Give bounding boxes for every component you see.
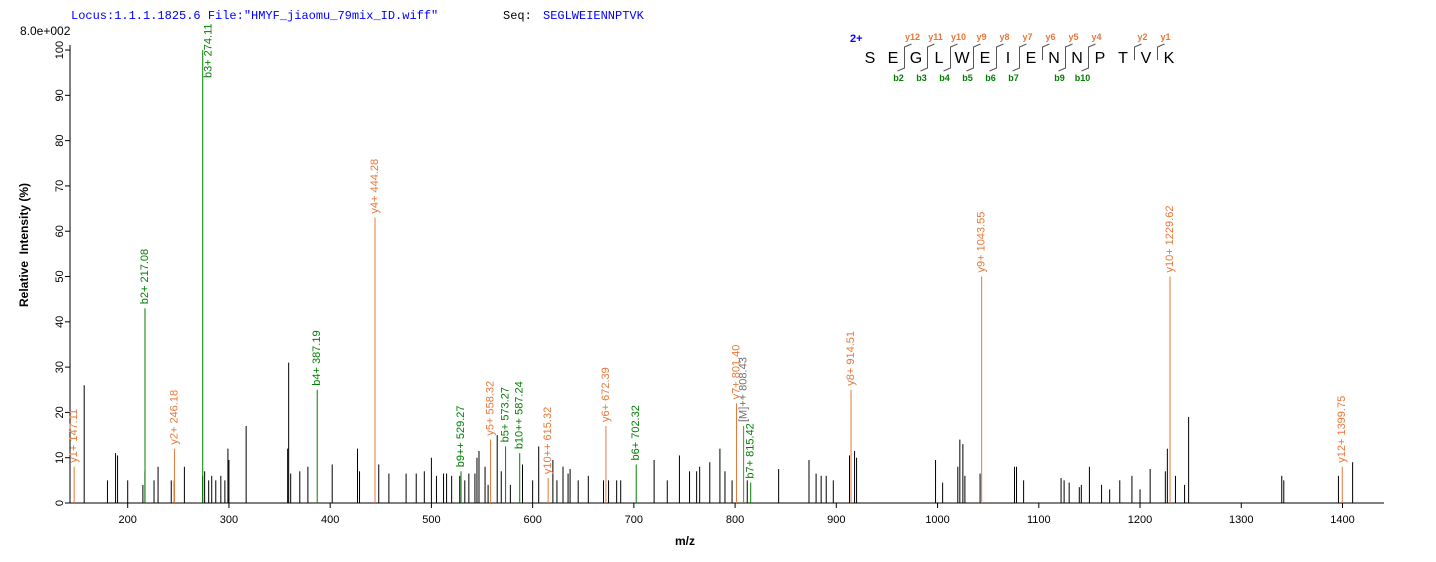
x-tick-label: 800 [726, 514, 744, 526]
residue: N [1071, 50, 1083, 67]
peak-label: b10++ 587.24 [514, 381, 526, 449]
x-tick-label: 1000 [925, 514, 949, 526]
peak-label: b3+ 274.11 [203, 23, 215, 78]
b-ion-mark [966, 54, 974, 72]
peak-label: y9+ 1043.55 [976, 212, 988, 273]
peak-label: b6+ 702.32 [630, 405, 642, 460]
b-ion-label: b2 [893, 73, 904, 83]
x-tick-label: 400 [321, 514, 339, 526]
x-tick-label: 1400 [1330, 514, 1354, 526]
y-tick-label: 80 [54, 134, 66, 146]
x-tick-label: 300 [220, 514, 238, 526]
b-ion-mark [897, 54, 905, 72]
y-ion-mark [927, 43, 935, 60]
residue: I [1006, 50, 1010, 67]
y-ion-mark [1134, 43, 1142, 60]
locus-text: Locus:1.1.1.1825.6 File:"HMYF_jiaomu_79m… [71, 9, 438, 23]
residue: S [865, 50, 876, 67]
residue: N [1048, 50, 1060, 67]
peak-label: y6+ 672.39 [600, 367, 612, 422]
peak-label: y2+ 246.18 [168, 390, 180, 445]
y-tick-label: 70 [54, 180, 66, 192]
residue: V [1141, 50, 1152, 67]
x-tick-label: 900 [827, 514, 845, 526]
peak-label: b9++ 529.27 [455, 405, 467, 467]
y-ion-mark [1042, 43, 1050, 60]
peak-label: y4+ 444.28 [369, 159, 381, 214]
x-tick-label: 1200 [1128, 514, 1152, 526]
peak-label: y8+ 914.51 [845, 331, 857, 386]
b-ion-label: b3 [916, 73, 927, 83]
b-ion-mark [943, 54, 951, 72]
y-ion-label: y9 [976, 32, 986, 42]
y-tick-label: 60 [54, 225, 66, 237]
x-tick-label: 700 [625, 514, 643, 526]
y-tick-label: 30 [54, 361, 66, 373]
y-tick-label: 20 [54, 406, 66, 418]
residue: L [935, 50, 944, 67]
peak-label: y10+ 1229.62 [1164, 206, 1176, 273]
residue: E [1026, 50, 1037, 67]
y-ion-label: y10 [951, 32, 966, 42]
sequence-text: SEGLWEIENNPTVK [543, 9, 645, 23]
y-tick-label: 0 [54, 500, 66, 506]
residue: E [888, 50, 899, 67]
b-ion-mark [1081, 54, 1089, 72]
peak-label: y10++ 615.32 [542, 407, 554, 474]
b-ion-label: b10 [1075, 73, 1091, 83]
charge: 2+ [850, 33, 863, 45]
x-tick-label: 1100 [1027, 514, 1051, 526]
residue: W [954, 50, 970, 67]
peak-label: y12+ 1399.75 [1336, 396, 1348, 463]
peak-label: b5+ 573.27 [499, 387, 511, 442]
residue: T [1118, 50, 1128, 67]
y-ion-label: y5 [1068, 32, 1078, 42]
residue: K [1164, 50, 1175, 67]
seq-label: Seq: [503, 9, 532, 23]
b-ion-mark [989, 54, 997, 72]
peak-label: b4+ 387.19 [311, 330, 323, 385]
peak-label: y7+ 801.40 [730, 345, 742, 400]
peak-label: [M]++ 808.43 [738, 357, 750, 422]
y-tick-label: 50 [54, 270, 66, 282]
b-ion-label: b6 [985, 73, 996, 83]
y-tick-label: 90 [54, 89, 66, 101]
b-ion-label: b5 [962, 73, 973, 83]
b-ion-mark [920, 54, 928, 72]
x-tick-label: 600 [523, 514, 541, 526]
y-ion-mark [1157, 43, 1165, 60]
y-tick-label: 100 [54, 41, 66, 59]
residue: P [1095, 50, 1106, 67]
y-tick-label: 40 [54, 316, 66, 328]
b-ion-label: b9 [1054, 73, 1065, 83]
y-ion-label: y1 [1160, 32, 1170, 42]
y-ion-label: y11 [928, 32, 943, 42]
peak-label: b7+ 815.42 [745, 423, 757, 478]
y-ion-label: y6 [1045, 32, 1055, 42]
b-ion-label: b4 [939, 73, 950, 83]
y-ion-label: y4 [1091, 32, 1101, 42]
x-tick-label: 1300 [1229, 514, 1253, 526]
peak-label: y1+ 147.11 [68, 409, 80, 463]
x-tick-label: 500 [422, 514, 440, 526]
max-intensity: 8.0e+002 [20, 24, 71, 38]
y-ion-label: y7 [1022, 32, 1032, 42]
y-tick-label: 10 [54, 452, 66, 464]
b-ion-mark [1012, 54, 1020, 72]
x-axis-label: m/z [675, 534, 695, 548]
peak-label: b2+ 217.08 [139, 249, 151, 304]
y-ion-label: y8 [999, 32, 1009, 42]
y-ion-label: y2 [1137, 32, 1147, 42]
x-tick-label: 200 [119, 514, 137, 526]
b-ion-mark [1058, 54, 1066, 72]
y-ion-label: y12 [905, 32, 920, 42]
y-axis-label: Relative Intensity (%) [17, 183, 31, 307]
y-ion-mark [996, 43, 1004, 60]
b-ion-label: b7 [1008, 73, 1019, 83]
peak-label: y5+ 558.32 [484, 381, 496, 436]
residue: G [910, 50, 922, 67]
residue: E [980, 50, 991, 67]
